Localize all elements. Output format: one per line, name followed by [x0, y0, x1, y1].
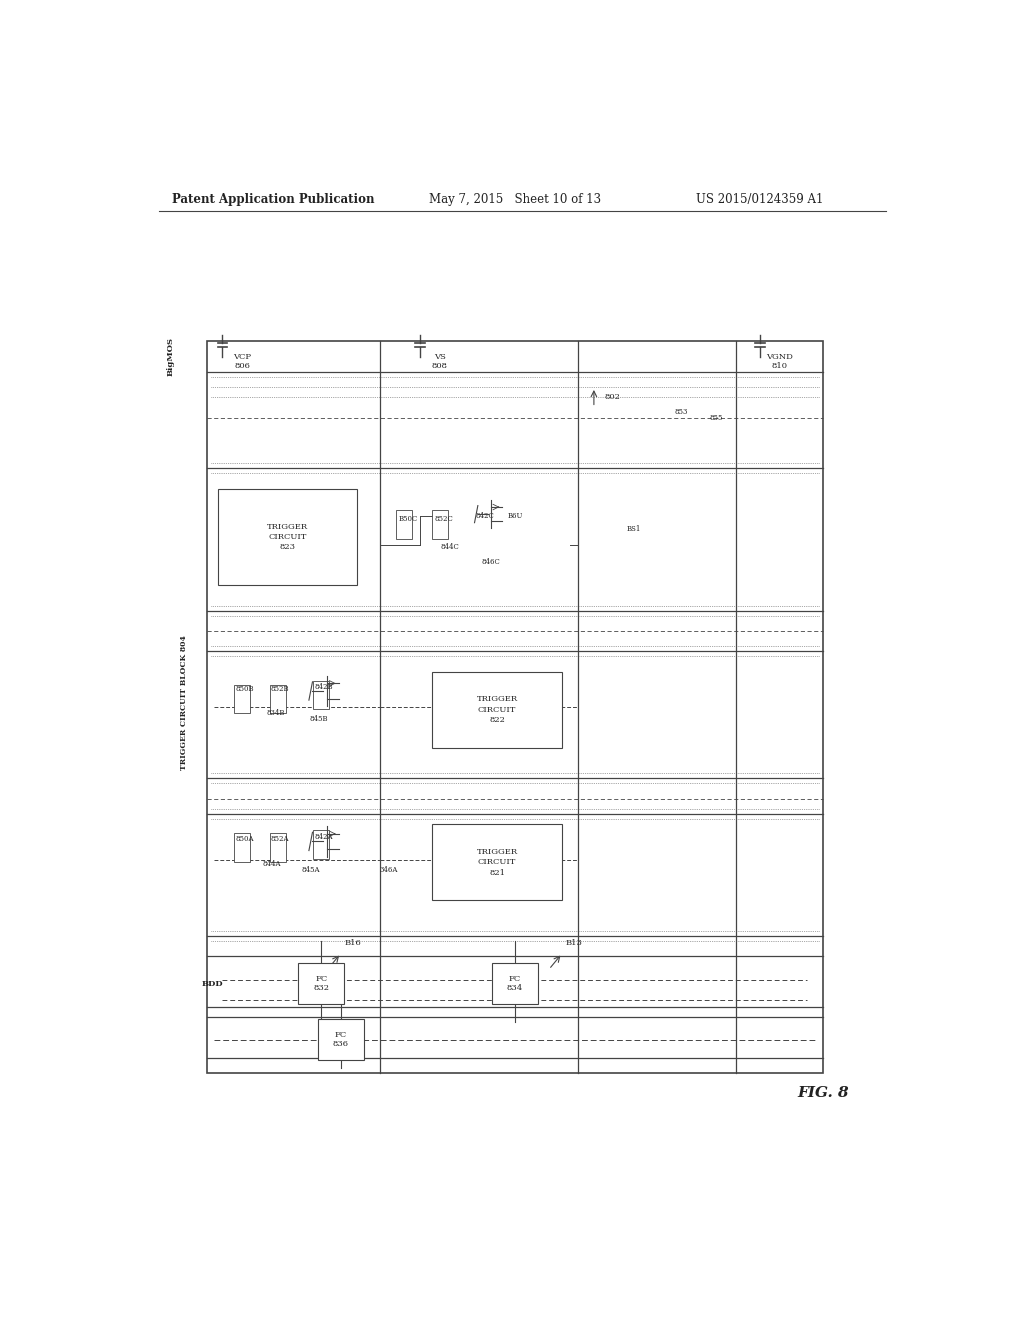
Text: BDD: BDD [202, 979, 223, 987]
Text: 346A: 346A [379, 866, 397, 874]
Text: B13: B13 [566, 939, 582, 946]
Bar [395, 510, 412, 539]
Text: 852A: 852A [270, 836, 288, 843]
Text: BigMOS: BigMOS [167, 337, 175, 376]
Text: TRIGGER CIRCUIT BLOCK 804: TRIGGER CIRCUIT BLOCK 804 [180, 635, 189, 770]
Text: VS
808: VS 808 [431, 352, 447, 371]
Bar [218, 488, 357, 585]
Text: 852B: 852B [270, 685, 288, 693]
Text: US 2015/0124359 A1: US 2015/0124359 A1 [696, 193, 822, 206]
Text: 852C: 852C [434, 515, 452, 523]
Text: Patent Application Publication: Patent Application Publication [172, 193, 375, 206]
Text: 842A: 842A [314, 833, 332, 841]
Bar [491, 964, 537, 1005]
Bar [234, 833, 250, 862]
Text: 845A: 845A [302, 866, 320, 874]
Bar [206, 342, 822, 1073]
Text: 844A: 844A [262, 859, 280, 867]
Bar [298, 964, 343, 1005]
Text: TRIGGER
CIRCUIT
821: TRIGGER CIRCUIT 821 [476, 847, 517, 876]
Bar [431, 824, 561, 900]
Text: B16: B16 [344, 939, 361, 946]
Bar [431, 510, 447, 539]
Bar [318, 1019, 364, 1060]
Text: 850A: 850A [235, 836, 254, 843]
Text: 853: 853 [674, 408, 687, 417]
Bar [431, 672, 561, 748]
Text: 834B: 834B [267, 709, 285, 717]
Text: TRIGGER
CIRCUIT
823: TRIGGER CIRCUIT 823 [267, 523, 308, 552]
Text: 842C: 842C [475, 512, 493, 520]
Bar [313, 830, 329, 859]
Text: 802: 802 [603, 393, 620, 401]
Text: VGND
810: VGND 810 [765, 352, 793, 371]
Text: 844C: 844C [440, 543, 459, 550]
Text: BS1: BS1 [626, 525, 640, 533]
Text: FC
832: FC 832 [313, 975, 329, 993]
Text: B50C: B50C [398, 515, 418, 523]
Text: 850B: 850B [235, 685, 254, 693]
Text: FIG. 8: FIG. 8 [797, 1086, 848, 1101]
Text: VCP
806: VCP 806 [233, 352, 251, 371]
Bar [234, 685, 250, 713]
Text: 842B: 842B [314, 682, 332, 690]
Text: FC
834: FC 834 [506, 975, 523, 993]
Bar [269, 833, 285, 862]
Bar [269, 685, 285, 713]
Text: 845B: 845B [309, 715, 328, 723]
Bar [313, 681, 329, 709]
Text: May 7, 2015   Sheet 10 of 13: May 7, 2015 Sheet 10 of 13 [428, 193, 600, 206]
Text: 846C: 846C [481, 558, 500, 566]
Text: B6U: B6U [506, 512, 522, 520]
Text: TRIGGER
CIRCUIT
822: TRIGGER CIRCUIT 822 [476, 696, 517, 725]
Text: 855: 855 [709, 413, 722, 421]
Text: FC
836: FC 836 [332, 1031, 348, 1048]
